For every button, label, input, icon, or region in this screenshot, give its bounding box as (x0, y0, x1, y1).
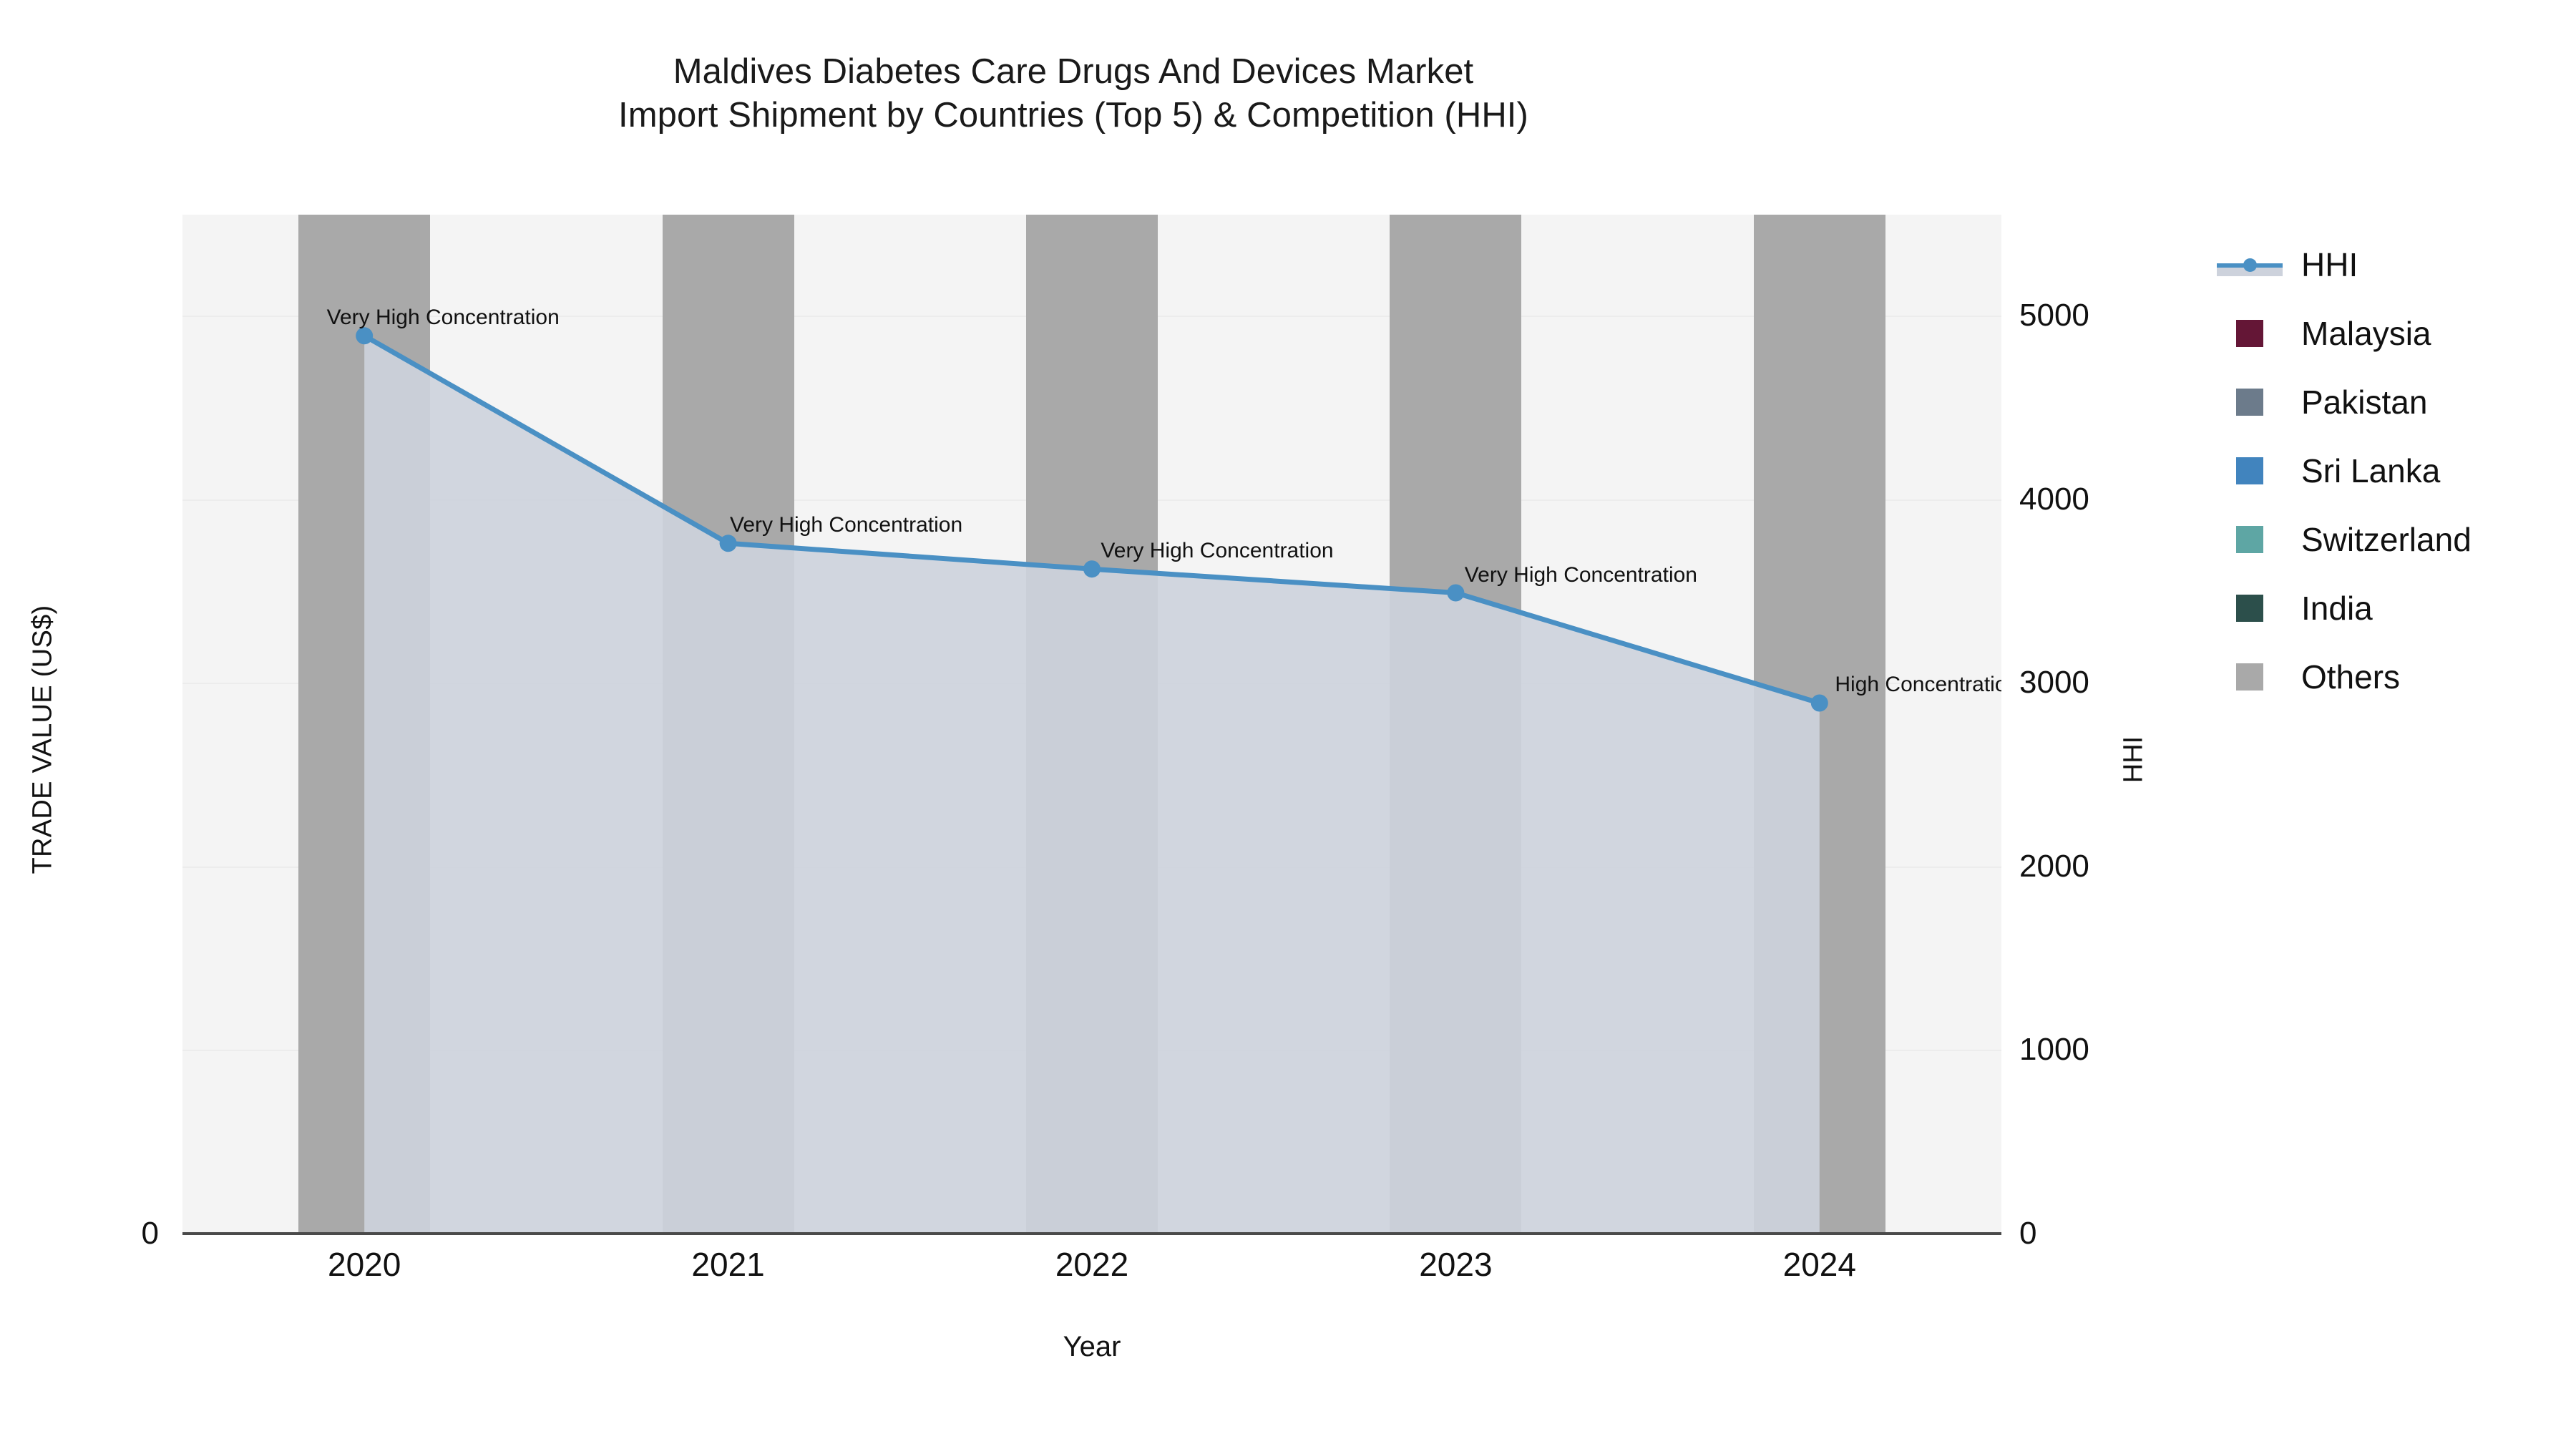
legend-key-others (2211, 663, 2288, 691)
legend-label-sri-lanka: Sri Lanka (2301, 452, 2441, 489)
x-tick-2021: 2021 (691, 1246, 765, 1283)
legend-key-india (2211, 595, 2288, 622)
hhi-area-fill (364, 336, 1820, 1234)
legend-label-malaysia: Malaysia (2301, 315, 2431, 352)
legend-swatch-icon (2236, 320, 2263, 347)
legend-swatch-icon (2236, 526, 2263, 553)
legend-key-malaysia (2211, 320, 2288, 347)
plot-clip: Very High Concentration Very High Concent… (182, 215, 2001, 1234)
x-axis-line (182, 1232, 2001, 1235)
y-tick-right: 0 (2019, 1216, 2037, 1251)
legend-item-malaysia[interactable]: Malaysia (2211, 299, 2569, 368)
plot-area: Very High Concentration Very High Concent… (182, 215, 2001, 1234)
legend-label-others: Others (2301, 658, 2401, 696)
chart-title-line-1: Maldives Diabetes Care Drugs And Devices… (673, 52, 1474, 91)
y-tick-right: 4000 (2019, 481, 2089, 517)
legend-item-switzerland[interactable]: Switzerland (2211, 505, 2569, 574)
legend-swatch-icon (2236, 663, 2263, 691)
hhi-marker-2023[interactable] (1447, 584, 1465, 602)
legend-label-switzerland: Switzerland (2301, 521, 2472, 558)
y-tick-right: 2000 (2019, 848, 2089, 884)
x-tick-2023: 2023 (1419, 1246, 1493, 1283)
legend-item-sri-lanka[interactable]: Sri Lanka (2211, 436, 2569, 505)
hhi-marker-2021[interactable] (719, 535, 737, 552)
x-tick-2024: 2024 (1782, 1246, 1856, 1283)
y-axis-left-label: TRADE VALUE (US$) (27, 605, 58, 874)
legend-key-pakistan (2211, 389, 2288, 416)
legend-label-pakistan: Pakistan (2301, 384, 2428, 421)
hhi-marker-2022[interactable] (1083, 560, 1101, 578)
x-tick-2020: 2020 (328, 1246, 401, 1283)
legend-item-india[interactable]: India (2211, 574, 2569, 643)
legend-item-others[interactable]: Others (2211, 643, 2569, 711)
hhi-annotation-2020: Very High Concentration (326, 306, 560, 330)
legend-swatch-icon (2236, 389, 2263, 416)
chart-title-line-2: Import Shipment by Countries (Top 5) & C… (618, 95, 1528, 135)
legend-label-india: India (2301, 590, 2373, 627)
y-tick-left: 0 (141, 1216, 159, 1251)
chart-title: Maldives Diabetes Care Drugs And Devices… (0, 50, 2147, 137)
x-tick-2022: 2022 (1055, 1246, 1129, 1283)
hhi-marker-2024[interactable] (1810, 694, 1828, 712)
hhi-area-icon (2217, 268, 2283, 276)
hhi-annotation-2021: Very High Concentration (730, 513, 963, 537)
y-tick-right: 1000 (2019, 1032, 2089, 1068)
hhi-annotation-2024: High Concentration (1835, 673, 2001, 697)
y-tick-right: 3000 (2019, 665, 2089, 701)
hhi-series (356, 327, 1828, 1234)
legend-item-pakistan[interactable]: Pakistan (2211, 368, 2569, 436)
y-axis-right-label: HHI (2118, 736, 2149, 784)
legend-key-switzerland (2211, 526, 2288, 553)
legend-key-sri-lanka (2211, 457, 2288, 484)
hhi-marker-2020[interactable] (356, 327, 374, 345)
legend-item-hhi[interactable]: HHI (2211, 230, 2569, 299)
hhi-line-icon (2217, 255, 2283, 276)
hhi-marker-icon (2243, 258, 2257, 272)
legend-label-hhi: HHI (2301, 246, 2358, 283)
hhi-annotation-2022: Very High Concentration (1101, 539, 1334, 563)
legend-key-hhi (2211, 255, 2288, 276)
y-tick-right: 5000 (2019, 298, 2089, 333)
legend-swatch-icon (2236, 595, 2263, 622)
hhi-annotation-2023: Very High Concentration (1464, 562, 1697, 587)
legend-swatch-icon (2236, 457, 2263, 484)
x-axis-label: Year (1063, 1331, 1121, 1362)
chart-legend: HHI Malaysia Pakistan Sri Lanka Switzerland I… (2211, 230, 2569, 711)
hhi-markers (356, 327, 1828, 712)
